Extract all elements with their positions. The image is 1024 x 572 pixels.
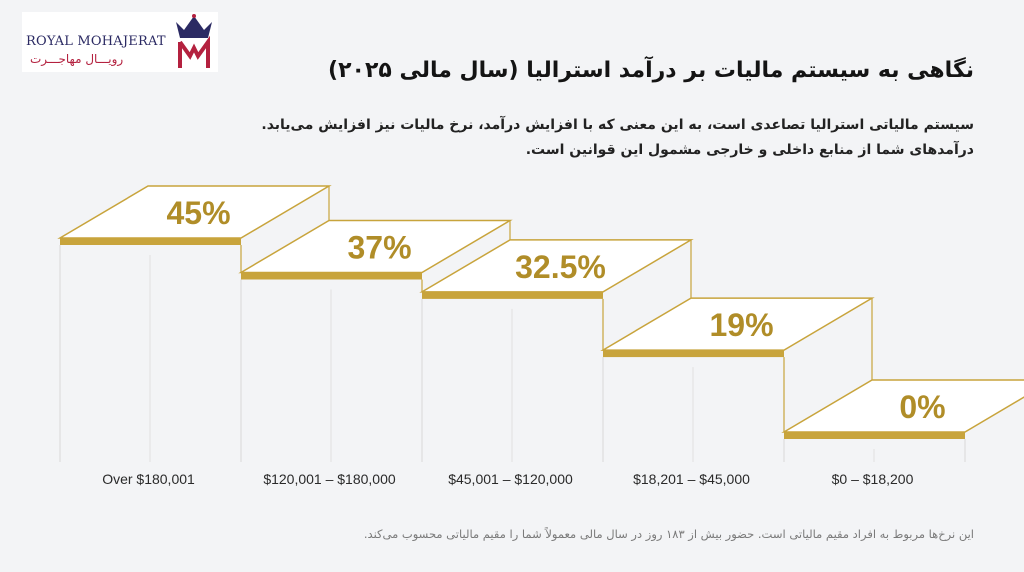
- step-1: 37% $120,001 – $180,000: [238, 219, 513, 487]
- tax-bracket-staircase-chart: 45% Over $180,001 37% $120,001 – $180,000 32…: [57, 185, 1024, 487]
- value-label: 32.5%: [515, 249, 606, 285]
- description-line-1: سیستم مالیاتی استرالیا تصاعدی است، به ای…: [261, 117, 974, 133]
- step-0: 45% Over $180,001: [57, 185, 332, 487]
- step-lip: [422, 291, 603, 299]
- logo: ROYAL MOHAJERAT رویـــال مهاجـــرت: [22, 12, 218, 72]
- category-label: $120,001 – $180,000: [263, 471, 396, 487]
- value-label: 0%: [899, 389, 945, 425]
- value-label: 37%: [347, 229, 411, 265]
- crown-monogram-icon: [176, 14, 212, 68]
- footnote: این نرخ‌ها مربوط به افراد مقیم مالیاتی ا…: [363, 527, 974, 541]
- category-label: $45,001 – $120,000: [448, 471, 573, 487]
- step-4: 0% $0 – $18,200: [781, 379, 1024, 487]
- step-3: 19% $18,201 – $45,000: [600, 297, 875, 487]
- value-label: 19%: [709, 307, 773, 343]
- step-lip: [784, 432, 965, 439]
- logo-text-fa: رویـــال مهاجـــرت: [30, 52, 124, 66]
- category-label: Over $180,001: [102, 471, 195, 487]
- step-2: 32.5% $45,001 – $120,000: [419, 239, 694, 487]
- value-label: 45%: [166, 195, 230, 231]
- step-lip: [603, 350, 784, 358]
- category-label: $0 – $18,200: [832, 471, 914, 487]
- description-line-2: درآمدهای شما از منابع داخلی و خارجی مشمو…: [525, 142, 974, 158]
- step-lip: [241, 272, 422, 280]
- category-label: $18,201 – $45,000: [633, 471, 750, 487]
- page-title: نگاهی به سیستم مالیات بر درآمد استرالیا …: [328, 58, 974, 83]
- logo-text-en: ROYAL MOHAJERAT: [26, 34, 166, 49]
- step-lip: [60, 238, 241, 245]
